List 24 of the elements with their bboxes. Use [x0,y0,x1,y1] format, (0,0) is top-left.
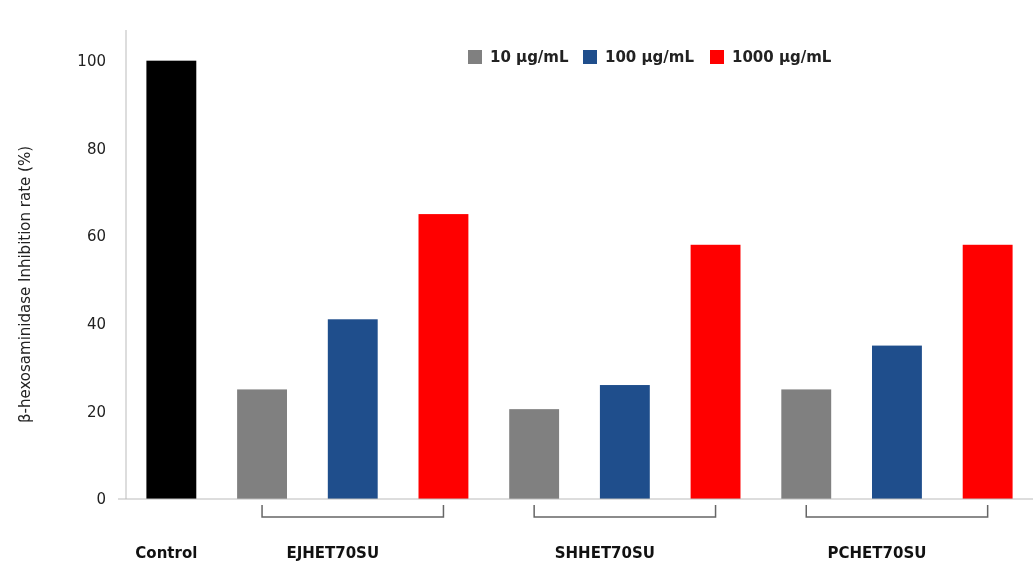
bar [418,214,469,499]
legend-label: 100 μg/mL [605,48,695,67]
y-tick-label: 80 [86,139,106,158]
y-tick-label: 100 [77,51,106,70]
x-tick-label: SHHET70SU [554,544,655,562]
bar [781,389,832,499]
y-tick-label: 20 [86,402,106,421]
bar [962,244,1013,499]
legend-label: 10 μg/mL [490,48,569,67]
legend-label: 1000 μg/mL [732,48,832,67]
y-tick-label: 40 [86,314,106,333]
bar [509,409,560,499]
x-tick-label: EJHET70SU [286,544,380,562]
bar [146,60,197,499]
y-tick-label: 60 [86,227,106,246]
bar [327,319,378,499]
bar [690,244,741,499]
bar [237,389,287,499]
x-tick-label: Control [135,544,198,562]
y-tick-label: 0 [96,490,106,509]
bar [599,385,650,499]
bar [872,345,922,499]
y-axis-title: β-hexosaminidase Inhibition rate (%) [16,145,34,424]
x-tick-label: PCHET70SU [827,544,927,562]
